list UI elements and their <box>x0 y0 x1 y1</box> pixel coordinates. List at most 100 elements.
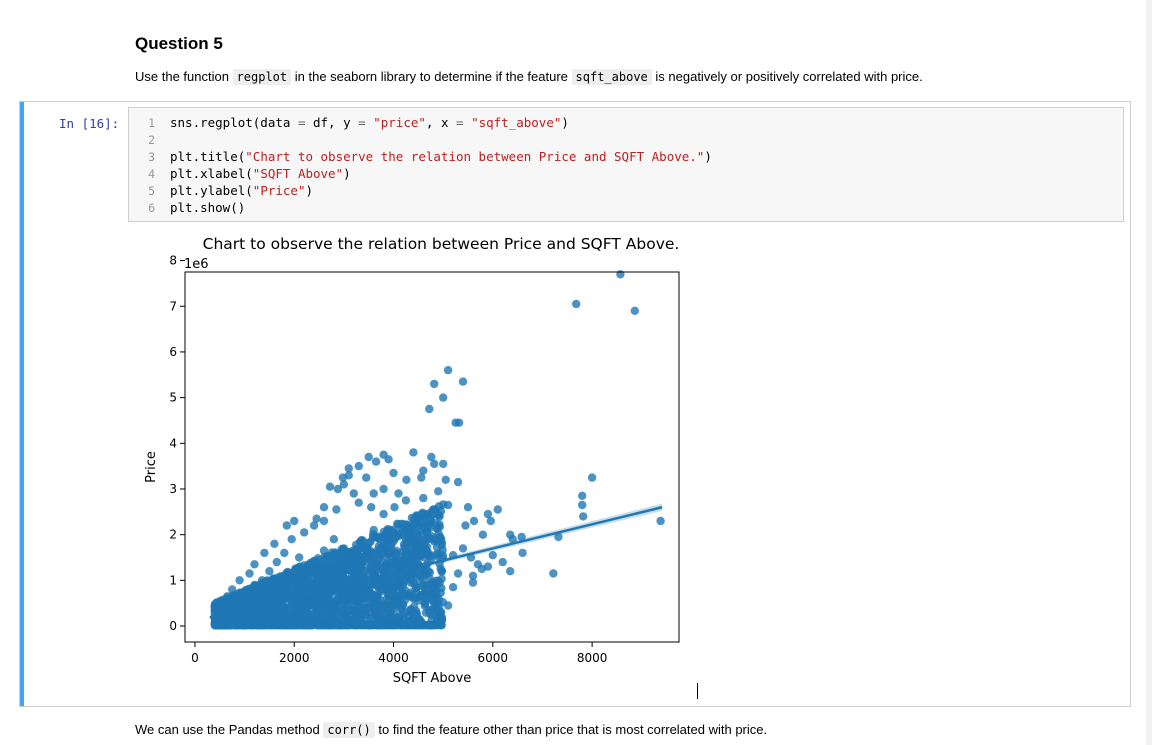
scatter-point <box>409 602 419 611</box>
scatter-point <box>260 548 269 558</box>
y-tick-label: 2 <box>169 528 177 542</box>
scatter-point <box>223 592 232 601</box>
scatter-point <box>401 548 411 557</box>
scatter-point <box>389 468 398 478</box>
scatter-point <box>245 569 254 578</box>
scatter-point <box>361 620 370 629</box>
scatter-point <box>506 567 515 576</box>
scatter-point <box>439 393 448 402</box>
scatter-point <box>419 466 428 475</box>
scatter-points <box>210 270 665 630</box>
scatter-point <box>399 578 408 587</box>
scatter-point <box>319 516 329 526</box>
scatter-point <box>325 482 335 491</box>
cell-output: Chart to observe the relation between Pr… <box>128 226 1122 696</box>
scatter-point <box>435 520 444 529</box>
scatter-point <box>517 532 526 542</box>
scatter-point <box>429 587 438 596</box>
next-markdown-paragraph: We can use the Pandas method corr() to f… <box>135 722 767 738</box>
y-tick-label: 1 <box>169 573 177 587</box>
scatter-point <box>369 525 378 535</box>
code-cell[interactable] <box>19 101 1131 707</box>
scatter-point <box>417 530 426 539</box>
scatter-point <box>339 566 348 575</box>
scatter-point <box>347 571 357 581</box>
scatter-point <box>453 477 463 487</box>
scatter-point <box>549 569 558 578</box>
scatter-point <box>329 535 339 544</box>
scatter-point <box>354 498 363 507</box>
scatter-point <box>409 448 418 457</box>
scatter-point <box>371 579 381 588</box>
scatter-point <box>427 452 436 462</box>
y-tick-label: 5 <box>169 391 177 405</box>
scatter-point <box>362 473 371 482</box>
scatter-point <box>399 610 408 619</box>
line-number: 4 <box>148 167 155 181</box>
x-tick-label: 6000 <box>478 651 509 665</box>
line-number: 6 <box>148 201 155 215</box>
scatter-point <box>303 620 313 629</box>
scatter-point <box>616 270 625 279</box>
scatter-point <box>371 457 381 466</box>
scatter-point <box>270 539 279 548</box>
scatter-point <box>287 535 296 544</box>
y-tick-label: 3 <box>169 482 177 496</box>
code-line: 2 <box>129 132 1119 149</box>
scatter-point <box>458 544 468 553</box>
scatter-point <box>276 620 285 630</box>
code-text: plt.title("Chart to observe the relation… <box>170 149 712 164</box>
scatter-point <box>280 583 289 592</box>
scatter-point <box>518 548 527 558</box>
scatter-point <box>296 584 305 594</box>
scatter-point <box>468 578 478 587</box>
scatter-point <box>355 603 364 612</box>
scatter-point <box>430 459 439 469</box>
scatter-point <box>256 620 265 630</box>
scatter-point <box>411 538 420 547</box>
code-editor[interactable]: 1 sns.regplot(data = df, y = "price", x =… <box>128 107 1124 222</box>
scatter-point <box>425 404 434 414</box>
scatter-point <box>421 585 430 594</box>
scatter-point <box>324 612 334 621</box>
scatter-point <box>579 512 588 521</box>
scatter-point <box>435 620 444 630</box>
scatter-point <box>367 503 376 512</box>
scatter-point <box>434 487 443 496</box>
scatter-point <box>469 516 479 526</box>
scatter-point <box>269 575 278 584</box>
scatter-point <box>463 503 473 512</box>
scatter-point <box>314 578 324 587</box>
scatter-point <box>354 461 363 471</box>
scatter-point <box>414 570 424 579</box>
scatter-point <box>290 620 299 630</box>
x-tick-label: 4000 <box>378 651 409 665</box>
scatter-point <box>394 489 403 498</box>
scatter-point <box>453 569 463 578</box>
scatter-point <box>443 601 453 610</box>
y-offset-label: 1e6 <box>184 257 209 272</box>
scatter-point <box>228 585 237 594</box>
scatter-point <box>265 594 274 603</box>
scatter-point <box>458 377 468 386</box>
scatter-point <box>344 464 353 473</box>
scatter-point <box>250 580 259 590</box>
y-tick-label: 8 <box>169 254 177 268</box>
y-tick-label: 4 <box>169 436 177 450</box>
scatter-point <box>263 610 273 619</box>
scatter-point <box>290 516 299 526</box>
scatter-point <box>488 551 497 560</box>
scatter-point <box>448 583 458 592</box>
scatter-point <box>282 521 291 530</box>
x-tick-label: 8000 <box>577 651 608 665</box>
scatter-point <box>333 484 343 494</box>
scrollbar-track[interactable] <box>1146 0 1152 745</box>
scatter-point <box>333 593 342 602</box>
scatter-point <box>437 614 446 623</box>
scatter-point <box>248 620 257 630</box>
scatter-point <box>312 514 321 523</box>
scatter-point <box>409 609 418 619</box>
scatter-point <box>276 589 285 598</box>
scatter-point <box>630 306 639 315</box>
code-line: 3 plt.title("Chart to observe the relatio… <box>129 149 1119 166</box>
